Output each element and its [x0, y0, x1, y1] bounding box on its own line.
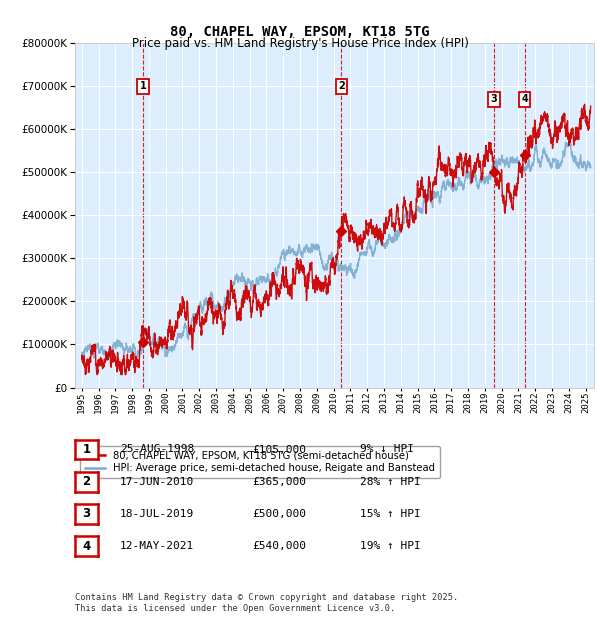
- Text: 80, CHAPEL WAY, EPSOM, KT18 5TG: 80, CHAPEL WAY, EPSOM, KT18 5TG: [170, 25, 430, 39]
- Legend: 80, CHAPEL WAY, EPSOM, KT18 5TG (semi-detached house), HPI: Average price, semi-: 80, CHAPEL WAY, EPSOM, KT18 5TG (semi-de…: [80, 446, 440, 479]
- Text: Contains HM Land Registry data © Crown copyright and database right 2025.
This d: Contains HM Land Registry data © Crown c…: [75, 593, 458, 613]
- Text: 1: 1: [82, 443, 91, 456]
- Text: 18-JUL-2019: 18-JUL-2019: [120, 509, 194, 519]
- Text: £500,000: £500,000: [252, 509, 306, 519]
- Text: 3: 3: [491, 94, 497, 104]
- Text: 28% ↑ HPI: 28% ↑ HPI: [360, 477, 421, 487]
- Text: 3: 3: [82, 508, 91, 520]
- Text: 15% ↑ HPI: 15% ↑ HPI: [360, 509, 421, 519]
- Text: 4: 4: [521, 94, 528, 104]
- Text: 12-MAY-2021: 12-MAY-2021: [120, 541, 194, 551]
- Text: 2: 2: [82, 476, 91, 488]
- Text: 4: 4: [82, 540, 91, 552]
- Text: 9% ↓ HPI: 9% ↓ HPI: [360, 445, 414, 454]
- Text: 19% ↑ HPI: 19% ↑ HPI: [360, 541, 421, 551]
- Text: £540,000: £540,000: [252, 541, 306, 551]
- Text: 1: 1: [140, 81, 146, 91]
- Text: £105,000: £105,000: [252, 445, 306, 454]
- Text: 17-JUN-2010: 17-JUN-2010: [120, 477, 194, 487]
- Text: £365,000: £365,000: [252, 477, 306, 487]
- Text: 2: 2: [338, 81, 345, 91]
- Text: Price paid vs. HM Land Registry's House Price Index (HPI): Price paid vs. HM Land Registry's House …: [131, 37, 469, 50]
- Text: 25-AUG-1998: 25-AUG-1998: [120, 445, 194, 454]
